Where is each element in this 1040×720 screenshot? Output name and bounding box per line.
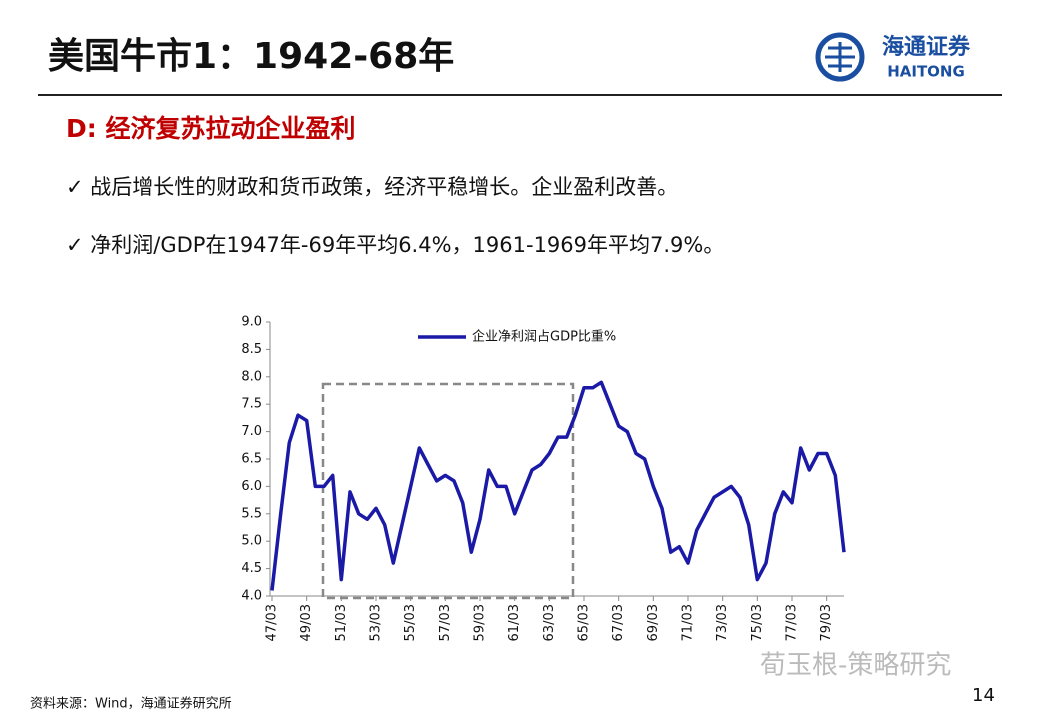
x-tick-label: 65/03 <box>577 604 592 641</box>
x-tick-label: 75/03 <box>750 604 765 641</box>
source: 资料来源：Wind，海通证券研究所 <box>30 696 232 712</box>
series-line <box>270 380 846 591</box>
y-tick-label: 4.0 <box>241 589 262 604</box>
subtitle: D: 经济复苏拉动企业盈利 <box>66 114 355 143</box>
x-tick-label: 57/03 <box>438 604 453 641</box>
y-tick-label: 8.5 <box>241 342 262 357</box>
bullet: ✓ 净利润/GDP在1947年-69年平均6.4%，1961-1969年平均7.… <box>66 233 724 257</box>
y-tick-label: 5.0 <box>241 534 262 549</box>
x-tick-label: 49/03 <box>299 604 314 641</box>
x-tick-label: 51/03 <box>334 604 349 641</box>
x-tick-label: 47/03 <box>265 604 280 641</box>
logo-en: HAITONG <box>887 63 965 81</box>
y-tick-label: 7.5 <box>241 397 262 412</box>
slide-title: 美国牛市1：1942-68年 <box>48 36 454 77</box>
y-tick-label: 7.0 <box>241 424 262 439</box>
highlight-box <box>321 382 575 600</box>
x-tick-label: 71/03 <box>681 604 696 641</box>
y-tick-label: 8.0 <box>241 369 262 384</box>
x-tick-label: 55/03 <box>403 604 418 641</box>
legend-label: 企业净利润占GDP比重% <box>472 329 616 345</box>
x-tick-label: 61/03 <box>507 604 522 641</box>
y-tick-label: 4.5 <box>241 561 262 576</box>
logo: 海通证券 HAITONG <box>815 32 971 82</box>
y-tick-label: 6.5 <box>241 452 262 467</box>
x-tick-label: 63/03 <box>542 604 557 641</box>
x-tick-label: 67/03 <box>611 604 626 641</box>
bullet: ✓ 战后增长性的财政和货币政策，经济平稳增长。企业盈利改善。 <box>66 175 678 199</box>
x-tick-label: 73/03 <box>715 604 730 641</box>
x-tick-label: 79/03 <box>819 604 834 641</box>
logo-cn: 海通证券 <box>882 34 971 60</box>
x-tick-label: 53/03 <box>369 604 384 641</box>
y-tick-label: 5.5 <box>241 506 262 521</box>
y-tick-label: 9.0 <box>241 315 262 330</box>
x-tick-label: 69/03 <box>646 604 661 641</box>
x-tick-label: 77/03 <box>785 604 800 641</box>
x-tick-label: 59/03 <box>473 604 488 641</box>
logo-icon-inner <box>825 42 855 72</box>
watermark: 荀玉根-策略研究 <box>760 651 951 681</box>
page-number: 14 <box>972 685 995 706</box>
chart: 4.0 4.5 5.0 5.5 6.0 6.5 7.0 7.5 8.0 8.5 9.0 47/03 49… <box>241 315 846 641</box>
y-tick-label: 6.0 <box>241 479 262 494</box>
logo-icon <box>815 32 865 82</box>
